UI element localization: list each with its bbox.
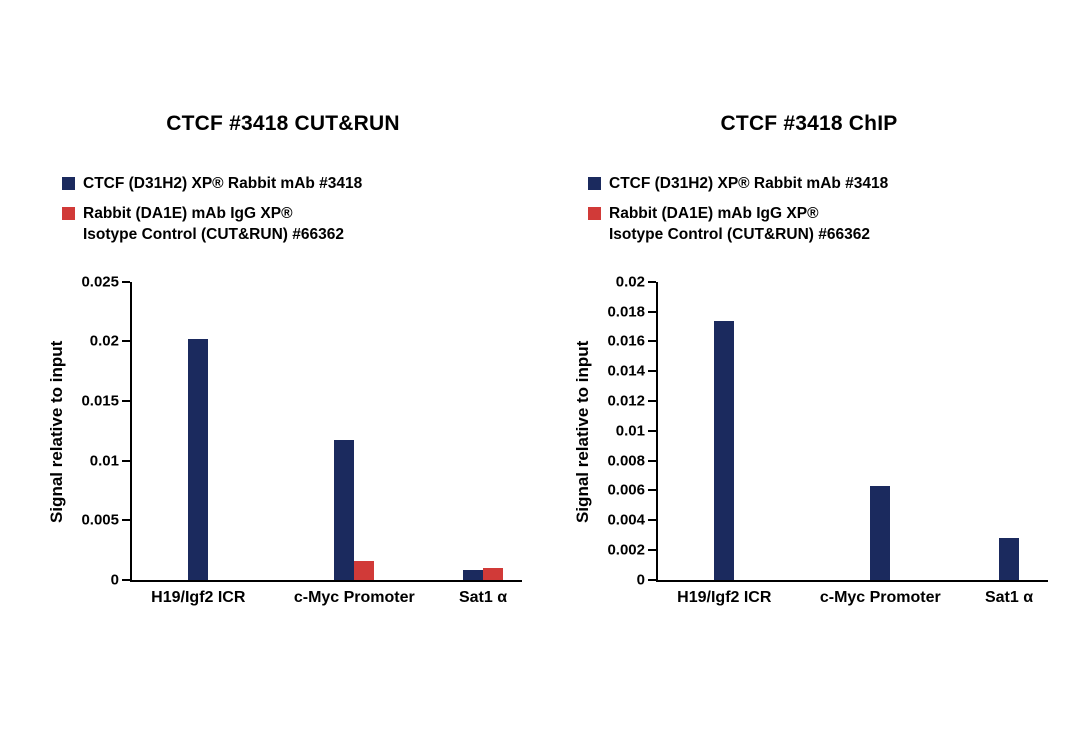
y-axis-tick-label: 0.006 — [607, 481, 645, 499]
y-axis-label: Signal relative to input — [47, 340, 66, 523]
y-axis-tick-label: 0.01 — [89, 452, 119, 470]
y-axis-tick — [648, 548, 656, 551]
y-axis-tick-label: 0.015 — [81, 392, 119, 410]
y-axis-tick-label: 0 — [636, 571, 645, 589]
legend-swatch-ctcf — [62, 177, 75, 190]
plot-row: Signal relative to input 0 0.005 0.01 0.015… — [44, 273, 522, 606]
y-axis-tick — [648, 578, 656, 581]
y-axis-tick-label: 0.018 — [607, 303, 645, 321]
legend-item: Rabbit (DA1E) mAb IgG XP® Isotype Contro… — [588, 204, 1048, 246]
legend-label: Rabbit (DA1E) mAb IgG XP® Isotype Contro… — [83, 204, 344, 243]
y-axis-tick-label: 0.012 — [607, 392, 645, 410]
y-axis-tick-label: 0.005 — [81, 511, 119, 529]
y-axis-tick-label: 0.02 — [89, 332, 119, 350]
category-label: c-Myc Promoter — [293, 588, 415, 606]
bar — [483, 567, 503, 580]
legend-swatch-ctcf — [588, 177, 601, 190]
category-label: Sat1 α — [984, 588, 1034, 606]
legend-item: Rabbit (DA1E) mAb IgG XP® Isotype Contro… — [62, 204, 522, 246]
chart-title: CTCF #3418 CUT&RUN — [166, 112, 400, 135]
bar — [714, 320, 735, 580]
y-axis-tick-label: 0.016 — [607, 332, 645, 350]
legend-label: Rabbit (DA1E) mAb IgG XP® Isotype Contro… — [609, 204, 870, 243]
chart-title: CTCF #3418 ChIP — [720, 112, 898, 135]
y-axis-tick — [122, 459, 130, 462]
y-axis-tick-label: 0.004 — [607, 511, 645, 529]
bar — [870, 485, 891, 580]
chart-panel-cutrun: CTCF #3418 CUT&RUN CTCF (D31H2) XP® Rabb… — [44, 112, 522, 606]
legend-swatch-isotype — [62, 206, 75, 220]
y-axis-tick — [648, 519, 656, 522]
y-axis-tick — [122, 399, 130, 402]
bar — [334, 440, 355, 580]
legend: CTCF (D31H2) XP® Rabbit mAb #3418 Rabbit… — [588, 174, 1048, 246]
y-axis-tick — [122, 280, 130, 283]
chart-panel-chip: CTCF #3418 ChIP CTCF (D31H2) XP® Rabbit … — [570, 112, 1048, 606]
legend-item: CTCF (D31H2) XP® Rabbit mAb #3418 — [588, 174, 1048, 195]
legend-item: CTCF (D31H2) XP® Rabbit mAb #3418 — [62, 174, 522, 195]
bar — [999, 538, 1019, 580]
y-axis-tick — [648, 340, 656, 343]
legend: CTCF (D31H2) XP® Rabbit mAb #3418 Rabbit… — [62, 174, 522, 246]
bar — [188, 338, 209, 580]
figure-canvas: CTCF #3418 CUT&RUN CTCF (D31H2) XP® Rabb… — [44, 112, 1048, 606]
y-axis-tick — [122, 340, 130, 343]
category-label: H19/Igf2 ICR — [677, 588, 772, 606]
bar — [354, 560, 375, 580]
y-axis-tick — [648, 280, 656, 283]
legend-label: CTCF (D31H2) XP® Rabbit mAb #3418 — [609, 175, 889, 192]
y-axis-tick-label: 0.01 — [615, 422, 645, 440]
y-axis-tick-label: 0.025 — [81, 273, 119, 291]
y-axis-tick — [648, 370, 656, 373]
y-axis-tick — [648, 489, 656, 492]
y-axis-label: Signal relative to input — [573, 340, 592, 523]
y-axis-tick-label: 0.02 — [615, 273, 645, 291]
category-label: H19/Igf2 ICR — [151, 588, 246, 606]
legend-swatch-isotype — [588, 206, 601, 220]
y-axis-tick-label: 0.014 — [607, 362, 645, 380]
bar — [463, 570, 483, 580]
y-axis-tick — [648, 310, 656, 313]
y-axis-tick — [648, 399, 656, 402]
plot-area: 0 0.002 0.004 0.006 0.008 0.01 0.012 0.014 0.016… — [607, 273, 1048, 606]
y-axis-tick — [648, 459, 656, 462]
y-axis-tick — [122, 519, 130, 522]
y-axis-tick — [122, 578, 130, 581]
y-axis-tick-label: 0.002 — [607, 541, 645, 559]
legend-label: CTCF (D31H2) XP® Rabbit mAb #3418 — [83, 175, 363, 192]
y-axis-tick-label: 0.008 — [607, 452, 645, 470]
plot-row: Signal relative to input 0 0.002 0.004 0.00… — [570, 273, 1048, 606]
category-label: c-Myc Promoter — [819, 588, 941, 606]
y-axis-tick-label: 0 — [110, 571, 119, 589]
plot-area: 0 0.005 0.01 0.015 0.02 0.025 H19/Igf2 ICR c-My… — [81, 273, 522, 606]
y-axis-tick — [648, 429, 656, 432]
category-label: Sat1 α — [458, 588, 508, 606]
